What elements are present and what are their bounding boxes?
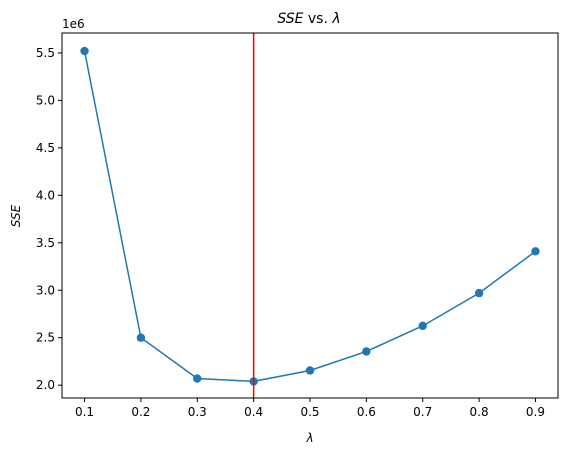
title-lambda: λ bbox=[331, 11, 340, 27]
x-tick-label: 0.1 bbox=[75, 405, 94, 419]
y-tick-label: 4.5 bbox=[36, 141, 55, 155]
title-vs: vs. bbox=[303, 11, 332, 27]
title-sse: SSE bbox=[277, 11, 303, 27]
y-tick-label: 4.0 bbox=[36, 188, 55, 202]
data-point bbox=[80, 46, 89, 56]
plot-frame bbox=[61, 32, 559, 399]
x-axis-ticks: 0.1 0.2 0.3 0.4 0.5 0.6 0.7 0.8 0.9 bbox=[75, 398, 545, 419]
y-tick-label: 3.5 bbox=[36, 236, 55, 250]
data-point bbox=[362, 347, 371, 356]
x-tick-label: 0.4 bbox=[244, 405, 263, 419]
data-point bbox=[193, 374, 202, 383]
data-point bbox=[531, 247, 540, 256]
y-axis-label: SSE bbox=[9, 204, 23, 227]
y-tick-label: 3.0 bbox=[36, 283, 55, 297]
data-point bbox=[305, 366, 315, 375]
y-offset-label: 1e6 bbox=[62, 17, 85, 31]
x-tick-label: 0.3 bbox=[188, 405, 207, 419]
x-tick-label: 0.5 bbox=[300, 405, 319, 419]
x-tick-label: 0.2 bbox=[131, 405, 150, 419]
y-tick-label: 5.5 bbox=[36, 46, 55, 60]
y-tick-label: 2.5 bbox=[36, 331, 55, 345]
y-axis-ticks: 2.0 2.5 3.0 3.5 4.0 4.5 5.0 5.5 bbox=[36, 46, 62, 392]
series-group bbox=[80, 46, 540, 386]
y-tick-label: 2.0 bbox=[36, 378, 55, 392]
x-tick-label: 0.8 bbox=[470, 405, 489, 419]
x-tick-label: 0.7 bbox=[413, 405, 432, 419]
x-axis-label: λ bbox=[305, 431, 313, 445]
data-point bbox=[418, 321, 427, 331]
data-point bbox=[474, 288, 484, 298]
data-point bbox=[136, 333, 146, 342]
x-tick-label: 0.9 bbox=[526, 405, 545, 419]
y-tick-label: 5.0 bbox=[36, 93, 55, 107]
chart-title: SSE vs. λ bbox=[277, 11, 340, 27]
x-tick-label: 0.6 bbox=[357, 405, 376, 419]
